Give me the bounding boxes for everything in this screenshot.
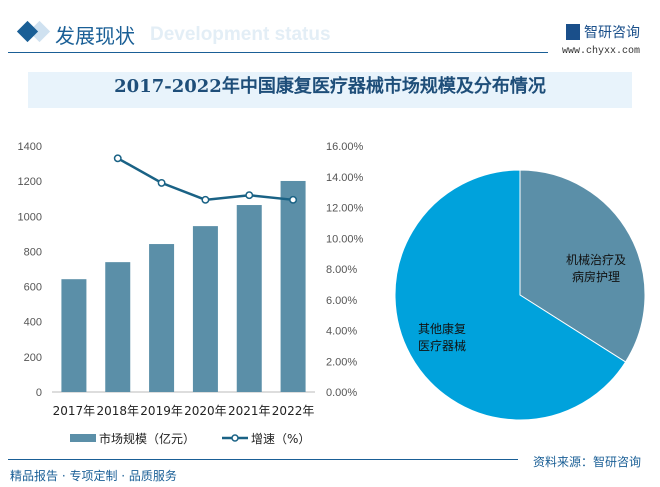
- growth-point: [157, 178, 166, 187]
- legend-line-marker: [231, 434, 239, 442]
- footer-slogan: 精品报告 · 专项定制 · 品质服务: [10, 469, 177, 483]
- y-left-tick-label: 0: [36, 387, 42, 399]
- pie-slice: [519, 169, 646, 363]
- bar-2017年: [61, 279, 87, 392]
- legend-bar-swatch: [70, 434, 96, 442]
- growth-line: [117, 157, 294, 202]
- x-tick-label: 2022年: [272, 404, 315, 418]
- legend-line-label: 增速（%）: [251, 432, 310, 446]
- title-band: [28, 72, 632, 108]
- y-right-tick-label: 16.00%: [326, 141, 364, 153]
- y-right-tick-label: 8.00%: [326, 264, 357, 276]
- y-left-tick-label: 200: [24, 352, 42, 364]
- y-right-tick-label: 10.00%: [326, 233, 364, 245]
- growth-point: [201, 195, 210, 204]
- bar-2019年: [149, 244, 175, 392]
- y-left-tick-label: 600: [24, 282, 42, 294]
- x-tick-label: 2021年: [228, 404, 271, 418]
- pie-slice-label: 机械治疗及: [566, 252, 626, 267]
- growth-point: [113, 154, 122, 163]
- pie-slice-label: 医疗器械: [418, 338, 466, 353]
- y-left-tick-label: 1400: [18, 141, 42, 153]
- footer-divider: [8, 459, 518, 460]
- bar-2018年: [105, 262, 131, 392]
- legend-bar-label: 市场规模（亿元）: [99, 431, 195, 446]
- watermark-subtitle: Development status: [150, 24, 331, 45]
- y-left-tick-label: 800: [24, 246, 42, 258]
- growth-point: [289, 195, 298, 204]
- bar-2022年: [280, 180, 306, 392]
- x-tick-label: 2017年: [53, 404, 96, 418]
- y-left-tick-label: 400: [24, 317, 42, 329]
- y-right-tick-label: 6.00%: [326, 295, 357, 307]
- y-left-tick-label: 1000: [18, 211, 42, 223]
- pie-slice-label: 病房护理: [572, 269, 620, 284]
- y-right-tick-label: 12.00%: [326, 203, 364, 215]
- growth-point: [245, 191, 254, 200]
- header-divider: [8, 52, 548, 53]
- x-tick-label: 2019年: [140, 404, 183, 418]
- x-tick-label: 2018年: [96, 404, 139, 418]
- y-right-tick-label: 4.00%: [326, 326, 357, 338]
- bar-2020年: [192, 226, 218, 392]
- section-title: 发展现状: [55, 24, 135, 48]
- logo-name: 智研咨询: [584, 25, 640, 41]
- chart-title: 2017-2022年中国康复医疗器械市场规模及分布情况: [114, 76, 546, 97]
- source-note: 资料来源：智研咨询: [533, 455, 642, 469]
- logo-url: www.chyxx.com: [562, 46, 641, 57]
- y-right-tick-label: 2.00%: [326, 356, 357, 368]
- logo-icon: [566, 24, 580, 40]
- y-right-tick-label: 0.00%: [326, 387, 357, 399]
- y-right-tick-label: 14.00%: [326, 172, 364, 184]
- pie-slice: [394, 169, 627, 421]
- pie-slice-label: 其他康复: [418, 321, 466, 336]
- bar-2021年: [236, 205, 262, 392]
- y-left-tick-label: 1200: [18, 176, 42, 188]
- x-tick-label: 2020年: [184, 404, 227, 418]
